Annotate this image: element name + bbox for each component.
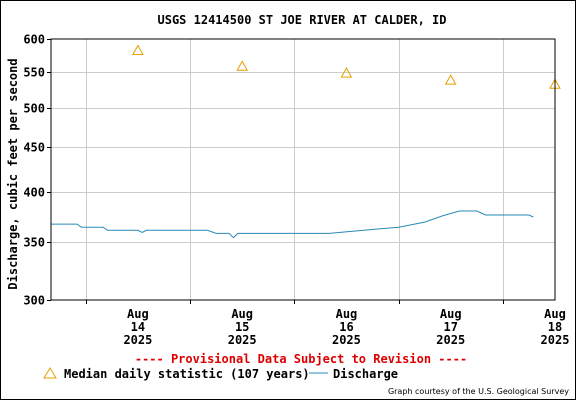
plot-area-border bbox=[50, 38, 556, 301]
x-tick-year: 2025 bbox=[332, 333, 361, 347]
y-tick-label: 550 bbox=[23, 66, 45, 80]
x-tick-year: 2025 bbox=[541, 333, 570, 347]
x-tick-month: Aug bbox=[231, 307, 253, 321]
chart-title: USGS 12414500 ST JOE RIVER AT CALDER, ID bbox=[158, 13, 447, 27]
provisional-note: ---- Provisional Data Subject to Revisio… bbox=[135, 352, 467, 366]
x-tick-day: 18 bbox=[548, 320, 562, 334]
legend: Median daily statistic (107 years) Disch… bbox=[43, 367, 398, 381]
y-axis-label: Discharge, cubic feet per second bbox=[6, 58, 20, 289]
plot-series bbox=[51, 44, 561, 239]
median-triangle-marker bbox=[132, 44, 144, 55]
x-tick-month: Aug bbox=[127, 307, 149, 321]
legend-median-marker bbox=[43, 367, 57, 379]
x-tick-day: 17 bbox=[443, 320, 457, 334]
legend-median-label: Median daily statistic (107 years) bbox=[64, 367, 310, 381]
x-tick-year: 2025 bbox=[228, 333, 257, 347]
x-tick-month: Aug bbox=[336, 307, 358, 321]
y-tick-label: 600 bbox=[23, 33, 45, 47]
y-tick-label: 400 bbox=[23, 186, 45, 200]
discharge-line bbox=[51, 210, 534, 239]
x-axis-ticks: Aug142025Aug152025Aug162025Aug172025Aug1… bbox=[86, 300, 570, 347]
x-tick-year: 2025 bbox=[436, 333, 465, 347]
y-tick-label: 450 bbox=[23, 141, 45, 155]
y-tick-label: 350 bbox=[23, 236, 45, 250]
x-tick-day: 16 bbox=[339, 320, 353, 334]
x-tick-day: 14 bbox=[131, 320, 145, 334]
credit-text: Graph courtesy of the U.S. Geological Su… bbox=[388, 387, 569, 396]
x-tick-month: Aug bbox=[440, 307, 462, 321]
grid bbox=[51, 39, 555, 300]
x-tick-day: 15 bbox=[235, 320, 249, 334]
median-triangle-marker bbox=[236, 60, 249, 71]
y-axis-ticks: 300 350 400 450 500 550 600 bbox=[23, 33, 51, 308]
median-triangle-marker bbox=[340, 67, 353, 78]
y-tick-label: 300 bbox=[23, 294, 45, 308]
legend-discharge-label: Discharge bbox=[333, 367, 398, 381]
x-tick-month: Aug bbox=[544, 307, 566, 321]
y-tick-label: 500 bbox=[23, 102, 45, 116]
x-tick-year: 2025 bbox=[123, 333, 152, 347]
median-triangle-marker bbox=[444, 74, 457, 85]
